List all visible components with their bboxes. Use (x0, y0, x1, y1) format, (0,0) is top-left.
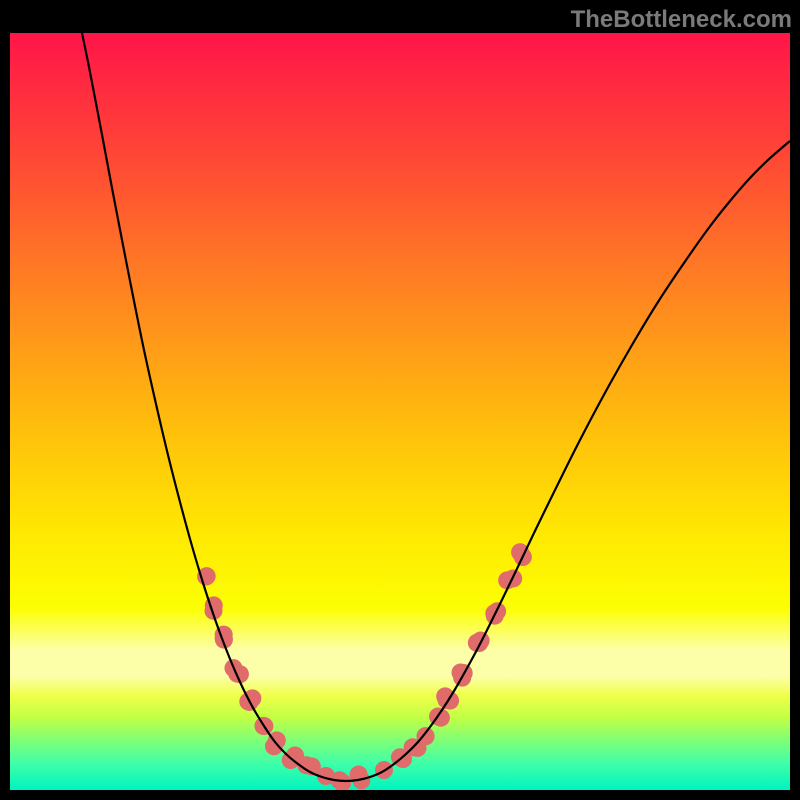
data-dot (511, 543, 529, 561)
data-dot (417, 727, 435, 745)
watermark-text: TheBottleneck.com (571, 6, 792, 34)
bottleneck-curve-chart (0, 0, 800, 800)
chart-stage: TheBottleneck.com (0, 0, 800, 800)
gradient-background (10, 33, 790, 790)
